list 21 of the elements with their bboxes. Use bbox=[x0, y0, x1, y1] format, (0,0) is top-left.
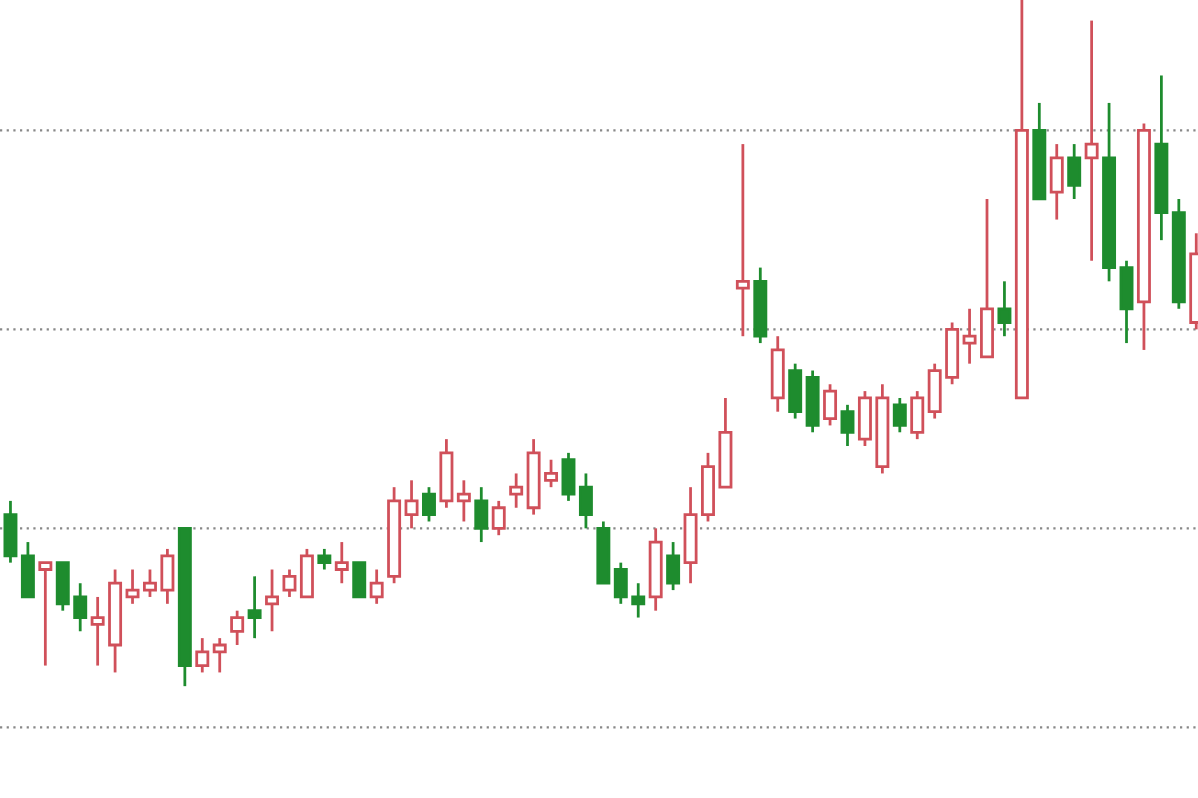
candlestick bbox=[1067, 142, 1082, 201]
candlestick bbox=[770, 334, 785, 414]
candlestick bbox=[404, 478, 419, 530]
candlestick bbox=[474, 485, 489, 544]
candlestick bbox=[509, 472, 524, 510]
candlestick bbox=[265, 568, 280, 633]
candlestick bbox=[735, 142, 750, 338]
candlestick bbox=[247, 574, 262, 640]
candlestick bbox=[997, 279, 1012, 338]
candlestick bbox=[1084, 19, 1099, 263]
candlestick bbox=[1049, 142, 1064, 221]
candlestick bbox=[1171, 197, 1186, 311]
candlestick bbox=[648, 526, 663, 613]
candlestick bbox=[125, 568, 140, 606]
candlestick bbox=[212, 636, 227, 674]
candlestick bbox=[456, 478, 471, 523]
candlestick bbox=[3, 499, 18, 565]
candlestick bbox=[334, 540, 349, 585]
candlestick bbox=[369, 568, 384, 606]
candlestick bbox=[1154, 74, 1169, 242]
candlestick bbox=[439, 437, 454, 510]
